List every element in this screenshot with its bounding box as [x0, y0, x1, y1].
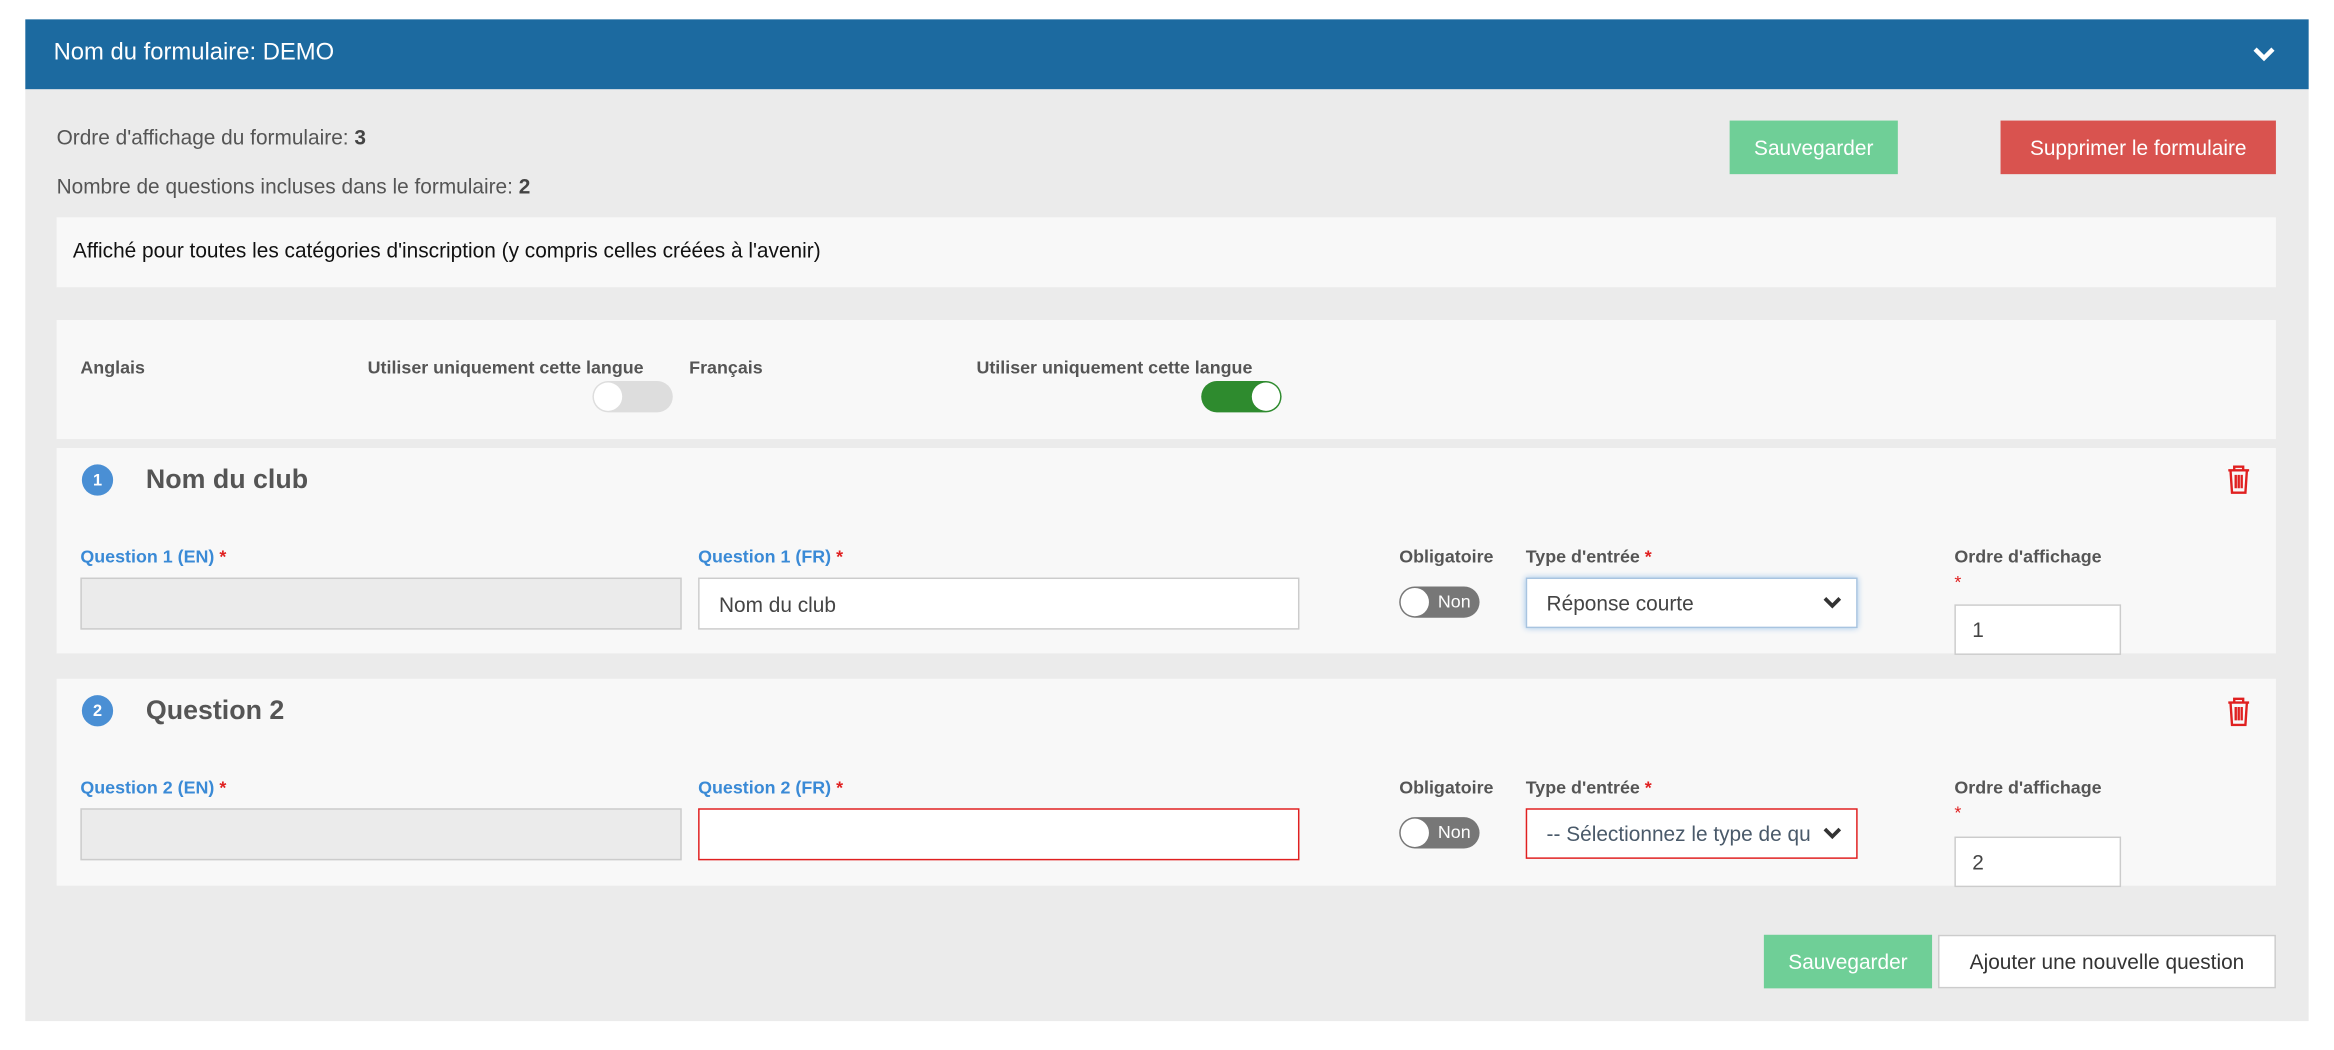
required-toggle-state: Non [1437, 590, 1471, 612]
input-type-label: Type d'entrée * [1526, 777, 1652, 798]
question-en-label: Question 1 (EN) * [80, 546, 226, 567]
required-mark: * [1644, 776, 1652, 798]
question-fr-label-text: Question 2 (FR) [698, 776, 832, 798]
required-mark: * [219, 776, 227, 798]
input-type-select[interactable]: -- Sélectionnez le type de qu [1525, 808, 1858, 859]
language-name-fr: Français [689, 357, 763, 379]
required-mark: * [836, 546, 844, 568]
required-label: Obligatoire [1399, 776, 1494, 798]
display-order-input[interactable]: 2 [1954, 836, 2122, 888]
required-toggle-state: Non [1437, 821, 1471, 843]
question-fr-label-text: Question 1 (FR) [698, 546, 832, 568]
required-mark: * [1644, 546, 1652, 568]
required-toggle[interactable]: Non [1399, 817, 1480, 849]
required-mark: * [219, 546, 227, 568]
language-only-toggle-fr[interactable] [1201, 381, 1282, 413]
question-fr-input[interactable] [698, 808, 1300, 861]
input-type-label-text: Type d'entrée [1525, 546, 1640, 568]
question-count-label: Nombre de questions incluses dans le for… [56, 174, 513, 198]
question-number-badge: 2 [81, 695, 114, 727]
save-bottom-button[interactable]: Sauvegarder [1763, 934, 1933, 989]
required-mark: * [1954, 802, 1962, 824]
question-en-input[interactable] [80, 808, 682, 861]
question-fr-input[interactable]: Nom du club [698, 577, 1300, 630]
display-order-label: Ordre d'affichage [1954, 546, 2102, 568]
language-only-toggle-en[interactable] [592, 381, 673, 413]
form-order-value: 3 [354, 125, 366, 149]
form-title: Nom du formulaire: DEMO [53, 40, 335, 66]
input-type-label-text: Type d'entrée [1525, 776, 1640, 798]
question-en-label-text: Question 1 (EN) [80, 546, 215, 568]
language-settings: Anglais Utiliser uniquement cette langue… [56, 320, 2276, 440]
language-only-label-fr: Utiliser uniquement cette langue [976, 357, 1253, 379]
input-type-value: Réponse courte [1546, 590, 1694, 615]
question-en-label: Question 2 (EN) * [80, 777, 226, 798]
chevron-down-icon[interactable] [2249, 39, 2279, 69]
display-order-input[interactable]: 1 [1954, 604, 2122, 655]
question-title: Question 2 [145, 695, 285, 725]
display-order-label: Ordre d'affichage [1954, 776, 2102, 798]
required-mark: * [836, 776, 844, 798]
required-label: Obligatoire [1399, 546, 1494, 568]
category-notice: Affiché pour toutes les catégories d'ins… [56, 217, 2276, 288]
save-button[interactable]: Sauvegarder [1729, 120, 1898, 175]
question-card: 1 Nom du club Question 1 (EN) * Question… [56, 448, 2276, 655]
question-fr-label: Question 1 (FR) * [698, 546, 843, 567]
required-toggle[interactable]: Non [1399, 586, 1480, 618]
language-only-label-en: Utiliser uniquement cette langue [367, 357, 644, 379]
chevron-down-icon [1823, 597, 1842, 609]
form-header[interactable]: Nom du formulaire: DEMO [25, 19, 2309, 90]
trash-icon[interactable] [2225, 697, 2252, 727]
question-title: Nom du club [145, 464, 309, 495]
delete-form-button[interactable]: Supprimer le formulaire [2000, 120, 2276, 175]
trash-icon[interactable] [2225, 464, 2252, 494]
language-name-en: Anglais [80, 357, 145, 379]
form-order-info: Ordre d'affichage du formulaire: 3 [57, 125, 366, 149]
question-en-input[interactable] [80, 577, 682, 630]
question-en-label-text: Question 2 (EN) [80, 776, 215, 798]
question-count-value: 2 [518, 174, 531, 198]
question-fr-label: Question 2 (FR) * [698, 777, 843, 798]
input-type-value: -- Sélectionnez le type de qu [1546, 821, 1811, 846]
chevron-down-icon [1823, 827, 1842, 840]
question-card: 2 Question 2 Question 2 (EN) * Question … [56, 678, 2276, 888]
form-order-label: Ordre d'affichage du formulaire: [56, 125, 349, 149]
category-notice-text: Affiché pour toutes les catégories d'ins… [72, 238, 821, 262]
input-type-label: Type d'entrée * [1526, 546, 1652, 567]
required-mark: * [1954, 571, 1962, 593]
question-count-info: Nombre de questions incluses dans le for… [57, 174, 531, 198]
add-question-button[interactable]: Ajouter une nouvelle question [1938, 934, 2276, 989]
question-number-badge: 1 [81, 464, 114, 496]
input-type-select[interactable]: Réponse courte [1525, 577, 1858, 629]
